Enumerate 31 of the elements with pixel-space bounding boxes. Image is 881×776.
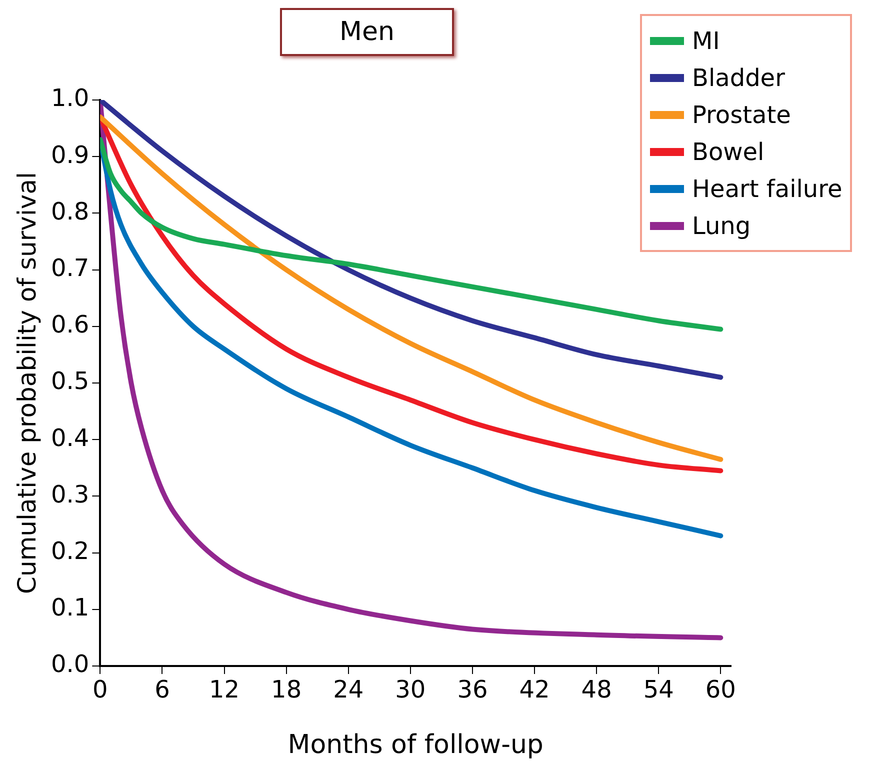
x-tick-label: 0 [92,676,108,704]
x-axis-title: Months of follow-up [288,730,544,760]
legend-label: MI [692,26,720,54]
legend-label: Bowel [692,138,764,166]
x-tick-label: 12 [208,676,240,704]
x-tick-label: 42 [519,676,550,704]
x-tick-label: 48 [581,676,612,704]
x-tick-label: 24 [333,676,364,704]
x-tick-label: 54 [643,676,674,704]
x-tick-label: 36 [457,676,488,704]
y-tick-label: 0.5 [50,367,90,396]
legend-label: Bladder [692,64,785,92]
y-tick-label: 0.8 [50,197,90,226]
legend-label: Heart failure [692,174,842,202]
y-tick-label: 0.1 [50,594,90,622]
x-tick-label: 6 [154,676,170,704]
chart-title: Men [280,8,454,56]
legend-label: Lung [692,212,751,240]
y-tick-label: 0.2 [50,537,90,566]
y-tick-label: 0.9 [50,140,90,169]
y-tick-label: 0.7 [50,254,90,282]
y-tick-label: 0.0 [50,650,90,678]
x-tick-label: 60 [705,676,736,704]
y-tick-label: 0.4 [50,424,90,452]
x-tick-label: 30 [395,676,426,704]
y-tick-label: 0.6 [50,310,90,339]
legend-label: Prostate [692,100,791,128]
y-tick-label: 1.0 [50,84,90,112]
x-tick-label: 18 [271,676,302,704]
y-axis-title: Cumulative probability of survival [12,172,42,594]
y-tick-label: 0.3 [50,480,90,508]
